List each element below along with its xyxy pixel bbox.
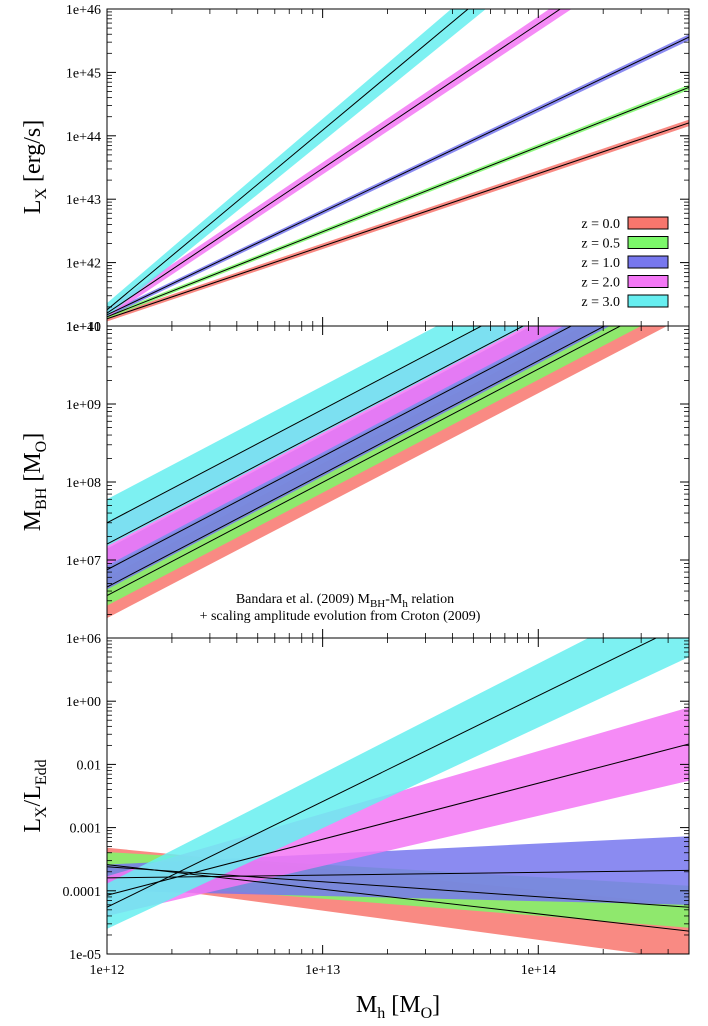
middle-ytick-label: 1e+09 <box>66 398 101 413</box>
bottom-xtick-label: 1e+13 <box>305 963 340 978</box>
bottom-xtick-label: 1e+14 <box>521 963 556 978</box>
bottom-line-z-1-0 <box>107 869 689 879</box>
bottom-ytick-label: 0.01 <box>77 758 102 773</box>
top-line-z-1-0 <box>107 36 689 316</box>
middle-line-z-1-0 <box>107 326 573 571</box>
top-line-z-0-5 <box>107 86 689 318</box>
legend-swatch <box>627 255 669 269</box>
legend-label: z = 0.5 <box>581 237 620 252</box>
bottom-band-z-1-0 <box>107 836 689 905</box>
top-ylabel: LX [erg/s] <box>20 120 50 214</box>
legend-label: z = 3.0 <box>581 295 620 310</box>
middle-line-z-2-0 <box>107 326 525 545</box>
top-band-z-2-0 <box>107 9 572 318</box>
bottom-line-z-3-0 <box>107 638 658 908</box>
annotation-line-2: + scaling amplitude evolution from Croto… <box>200 609 481 624</box>
bottom-plot-frame <box>106 637 690 955</box>
bottom-ytick-label: 1e-05 <box>69 948 101 963</box>
top-band-z-3-0 <box>107 9 486 317</box>
top-ytick-label: 1e+45 <box>66 66 101 81</box>
legend-swatch <box>627 236 669 249</box>
legend-swatch <box>627 294 669 308</box>
middle-ytick-label: 1e+07 <box>66 554 101 569</box>
bottom-ytick-label: 1e+00 <box>66 695 101 710</box>
middle-band-z-1-0 <box>107 326 610 590</box>
middle-band-z-3-0 <box>107 326 527 547</box>
legend-swatch <box>627 216 669 230</box>
bottom-xtick-label: 1e+12 <box>89 963 124 978</box>
bottom-line-z-2-0 <box>107 743 689 896</box>
top-ytick-label: 1e+41 <box>66 320 101 335</box>
top-ytick-label: 1e+42 <box>66 257 101 272</box>
middle-band-z-0-0 <box>107 326 668 619</box>
legend-label: z = 0.0 <box>581 217 620 232</box>
legend-label: z = 1.0 <box>581 256 620 271</box>
bottom-band-z-2-0 <box>107 707 689 916</box>
top-ytick-label: 1e+46 <box>66 3 101 18</box>
top-ytick-label: 1e+44 <box>66 130 101 145</box>
bottom-ytick-label: 0.0001 <box>63 885 102 900</box>
bottom-ytick-label: 0.001 <box>70 822 102 837</box>
middle-line-z-0-0 <box>107 326 622 597</box>
bottom-line-z-0-0 <box>107 864 689 932</box>
middle-ytick-label: 1e+08 <box>66 476 101 491</box>
bottom-ylabel: LX/LEdd <box>20 759 50 832</box>
bottom-line-z-0-5 <box>107 866 689 908</box>
top-line-z-0-0 <box>107 122 689 320</box>
bottom-xlabel: Mh [MO] <box>356 992 440 1022</box>
top-line-z-3-0 <box>107 9 469 311</box>
legend: z = 0.0 z = 0.5 z = 1.0 z = 2.0 z = 3.0 <box>581 216 669 310</box>
top-line-z-2-0 <box>107 9 562 314</box>
legend-swatch <box>627 275 669 288</box>
legend-label: z = 2.0 <box>581 276 620 291</box>
middle-band-z-0-5 <box>107 326 642 606</box>
middle-line-z-3-0 <box>107 326 483 524</box>
annotation-line-1: Bandara et al. (2009) MBH-Mh relation <box>236 592 454 610</box>
middle-ytick-label: 1e+10 <box>66 320 101 335</box>
bottom-band-z-3-0 <box>107 638 689 929</box>
middle-ytick-label: 1e+06 <box>66 632 101 647</box>
middle-band-z-2-0 <box>107 326 564 566</box>
middle-line-z-0-5 <box>107 326 606 588</box>
middle-ylabel: MBH [MO] <box>20 433 50 531</box>
top-ytick-label: 1e+43 <box>66 193 101 208</box>
